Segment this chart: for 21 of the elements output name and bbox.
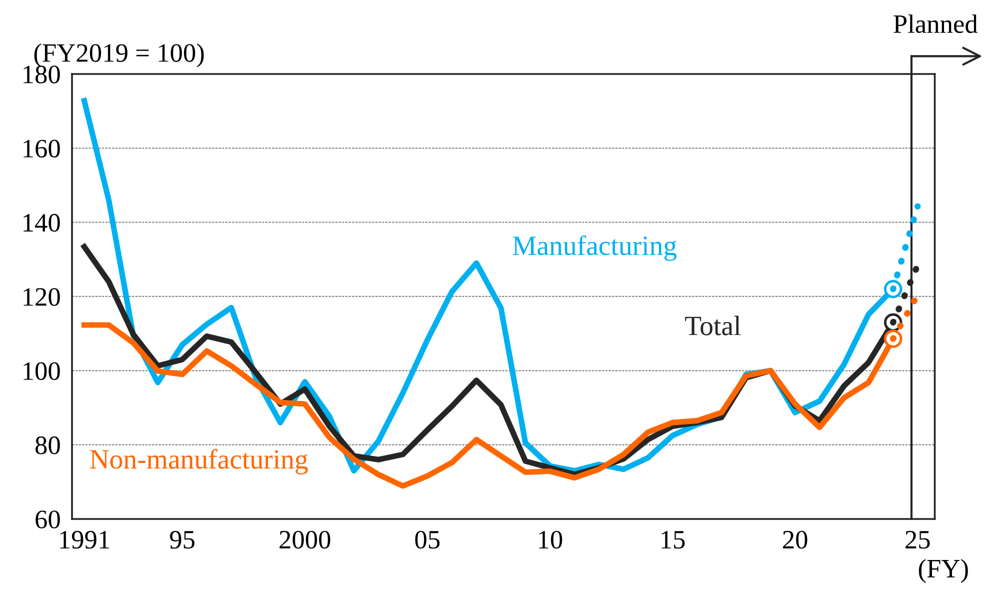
x-tick-label: 2000 [280, 530, 330, 549]
x-tick-label: 95 [170, 530, 194, 549]
text: (FY2019 = 100) [34, 43, 204, 68]
series-label: Non-manufacturing [90, 448, 308, 474]
y-tick-label: 100 [24, 362, 60, 380]
x-axis-title: (FY) [918, 559, 968, 583]
x-tick-label: 25 [906, 530, 930, 549]
ref-line-label: Planned [894, 14, 978, 34]
y-tick-label: 120 [24, 288, 60, 306]
x-tick-label: 10 [539, 530, 562, 549]
y-tick-label: 160 [24, 140, 60, 158]
x-tick-label: 15 [662, 530, 685, 549]
y-tick-label: 180 [24, 66, 60, 84]
series-label: Total [685, 316, 741, 336]
y-tick-label: 80 [36, 436, 60, 454]
y-tick-label: 60 [36, 510, 60, 528]
x-tick-label: 05 [415, 530, 440, 549]
x-tick-label: 20 [783, 530, 808, 549]
y-tick-label: 140 [24, 214, 60, 232]
x-tick-label: 1991 [60, 530, 110, 549]
series-label: Manufacturing [512, 235, 677, 261]
